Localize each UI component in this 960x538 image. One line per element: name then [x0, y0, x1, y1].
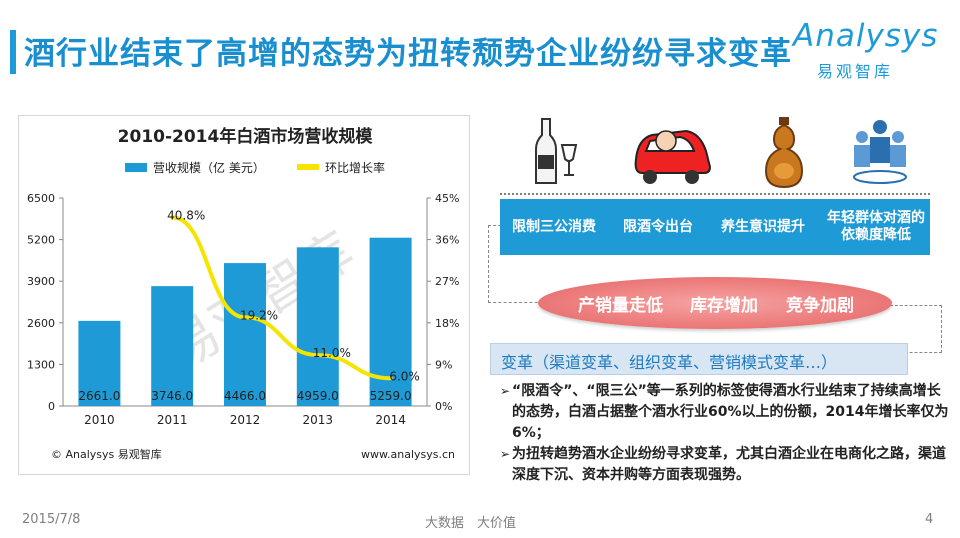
growth-line — [170, 215, 393, 381]
revenue-bar — [78, 320, 121, 406]
revenue-bar-label: 5259.0 — [370, 389, 412, 403]
y-right-tick-label: 9% — [435, 358, 452, 371]
bullet-text: 为扭转趋势酒水企业纷纷寻求变革，尤其白酒企业在电商化之路，渠道深度下沉、资本并购… — [512, 446, 946, 483]
dashed-connector-right — [890, 305, 942, 353]
gourd-bottle-icon — [762, 115, 806, 189]
y-right-tick-label: 27% — [435, 275, 459, 288]
revenue-bar-label: 2661.0 — [78, 389, 120, 403]
factor-item: 年轻群体对酒的依赖度降低 — [827, 210, 925, 243]
factor-item: 限制三公消费 — [512, 218, 596, 235]
factor-item: 养生意识提升 — [721, 218, 805, 235]
legend-swatch-growth — [297, 164, 319, 170]
y-right-tick-label: 36% — [435, 234, 459, 247]
page-number: 4 — [925, 512, 934, 527]
legend-label-growth: 环比增长率 — [325, 160, 385, 175]
y-left-tick-label: 2600 — [27, 317, 55, 330]
growth-point-label: 6.0% — [389, 369, 420, 383]
revenue-bar-label: 4466.0 — [224, 389, 266, 403]
y-right-tick-label: 45% — [435, 192, 459, 205]
revenue-bar — [151, 286, 194, 406]
y-left-tick-label: 3900 — [27, 275, 55, 288]
x-tick-label: 2012 — [230, 413, 261, 427]
chart-source: © Analysys 易观智库 — [51, 447, 162, 461]
effect-item: 竞争加剧 — [786, 296, 854, 316]
y-right-tick-label: 18% — [435, 317, 459, 330]
revenue-bar-label: 3746.0 — [151, 389, 193, 403]
liquor-bottle-glasses-icon — [528, 115, 584, 187]
arrow-bullet-icon: ➢ — [500, 447, 511, 461]
footer-date: 2015/7/8 — [22, 512, 81, 527]
y-left-tick-label: 5200 — [27, 234, 55, 247]
arrow-bullet-icon: ➢ — [500, 384, 511, 398]
effect-item: 库存增加 — [690, 296, 758, 316]
chart-title: 2010-2014年白酒市场营收规模 — [118, 126, 374, 147]
growth-point-label: 19.2% — [240, 308, 278, 322]
change-text: 变革（渠道变革、组织变革、营销模式变革…） — [501, 353, 838, 372]
slide-title: 酒行业结束了高增的态势为扭转颓势企业纷纷寻求变革 — [24, 36, 792, 72]
factor-item: 限酒令出台 — [623, 218, 693, 235]
people-group-icon — [850, 115, 910, 187]
growth-point-label: 40.8% — [167, 208, 205, 222]
bullet-text: “限酒令”、“限三公”等一系列的标签使得酒水行业结束了持续高增长的态势，白酒占据… — [512, 383, 949, 441]
change-banner: 变革（渠道变革、组织变革、营销模式变革…） — [490, 343, 908, 375]
revenue-bar — [296, 247, 339, 406]
growth-point-label: 11.0% — [313, 346, 351, 360]
revenue-bar-label: 4959.0 — [297, 389, 339, 403]
x-tick-label: 2014 — [375, 413, 406, 427]
effects-ellipse — [538, 277, 892, 329]
x-tick-label: 2013 — [303, 413, 334, 427]
x-tick-label: 2011 — [157, 413, 188, 427]
y-left-tick-label: 6500 — [27, 192, 55, 205]
title-accent-bar — [10, 30, 16, 74]
bullet-list: ➢ “限酒令”、“限三公”等一系列的标签使得酒水行业结束了持续高增长的态势，白酒… — [500, 381, 950, 486]
footer-slogan: 大数据 大价值 — [425, 516, 517, 531]
bullet-item: ➢ 为扭转趋势酒水企业纷纷寻求变革，尤其白酒企业在电商化之路，渠道深度下沉、资本… — [500, 444, 950, 486]
y-left-tick-label: 0 — [48, 400, 55, 413]
logo-wordmark: Analysys — [793, 18, 939, 54]
legend-swatch-revenue — [125, 163, 147, 172]
legend-label-revenue: 营收规模（亿 美元） — [153, 160, 265, 175]
y-right-tick-label: 0% — [435, 400, 452, 413]
icon-divider — [500, 193, 930, 195]
effect-item: 产销量走低 — [578, 296, 663, 316]
chart-url: www.analysys.cn — [361, 448, 455, 461]
drunk-driver-car-icon — [628, 119, 714, 187]
logo-subtitle: 易观智库 — [817, 62, 894, 81]
factors-bar: 限制三公消费 限酒令出台 养生意识提升 年轻群体对酒的依赖度降低 — [500, 199, 930, 255]
analysis-panel: 限制三公消费 限酒令出台 养生意识提升 年轻群体对酒的依赖度降低 产销量走低 库… — [480, 105, 950, 515]
x-tick-label: 2010 — [84, 413, 115, 427]
y-left-tick-label: 1300 — [27, 358, 55, 371]
revenue-bar — [224, 263, 266, 406]
analysys-logo: Analysys 易观智库 — [793, 18, 943, 86]
bullet-item: ➢ “限酒令”、“限三公”等一系列的标签使得酒水行业结束了持续高增长的态势，白酒… — [500, 381, 950, 444]
